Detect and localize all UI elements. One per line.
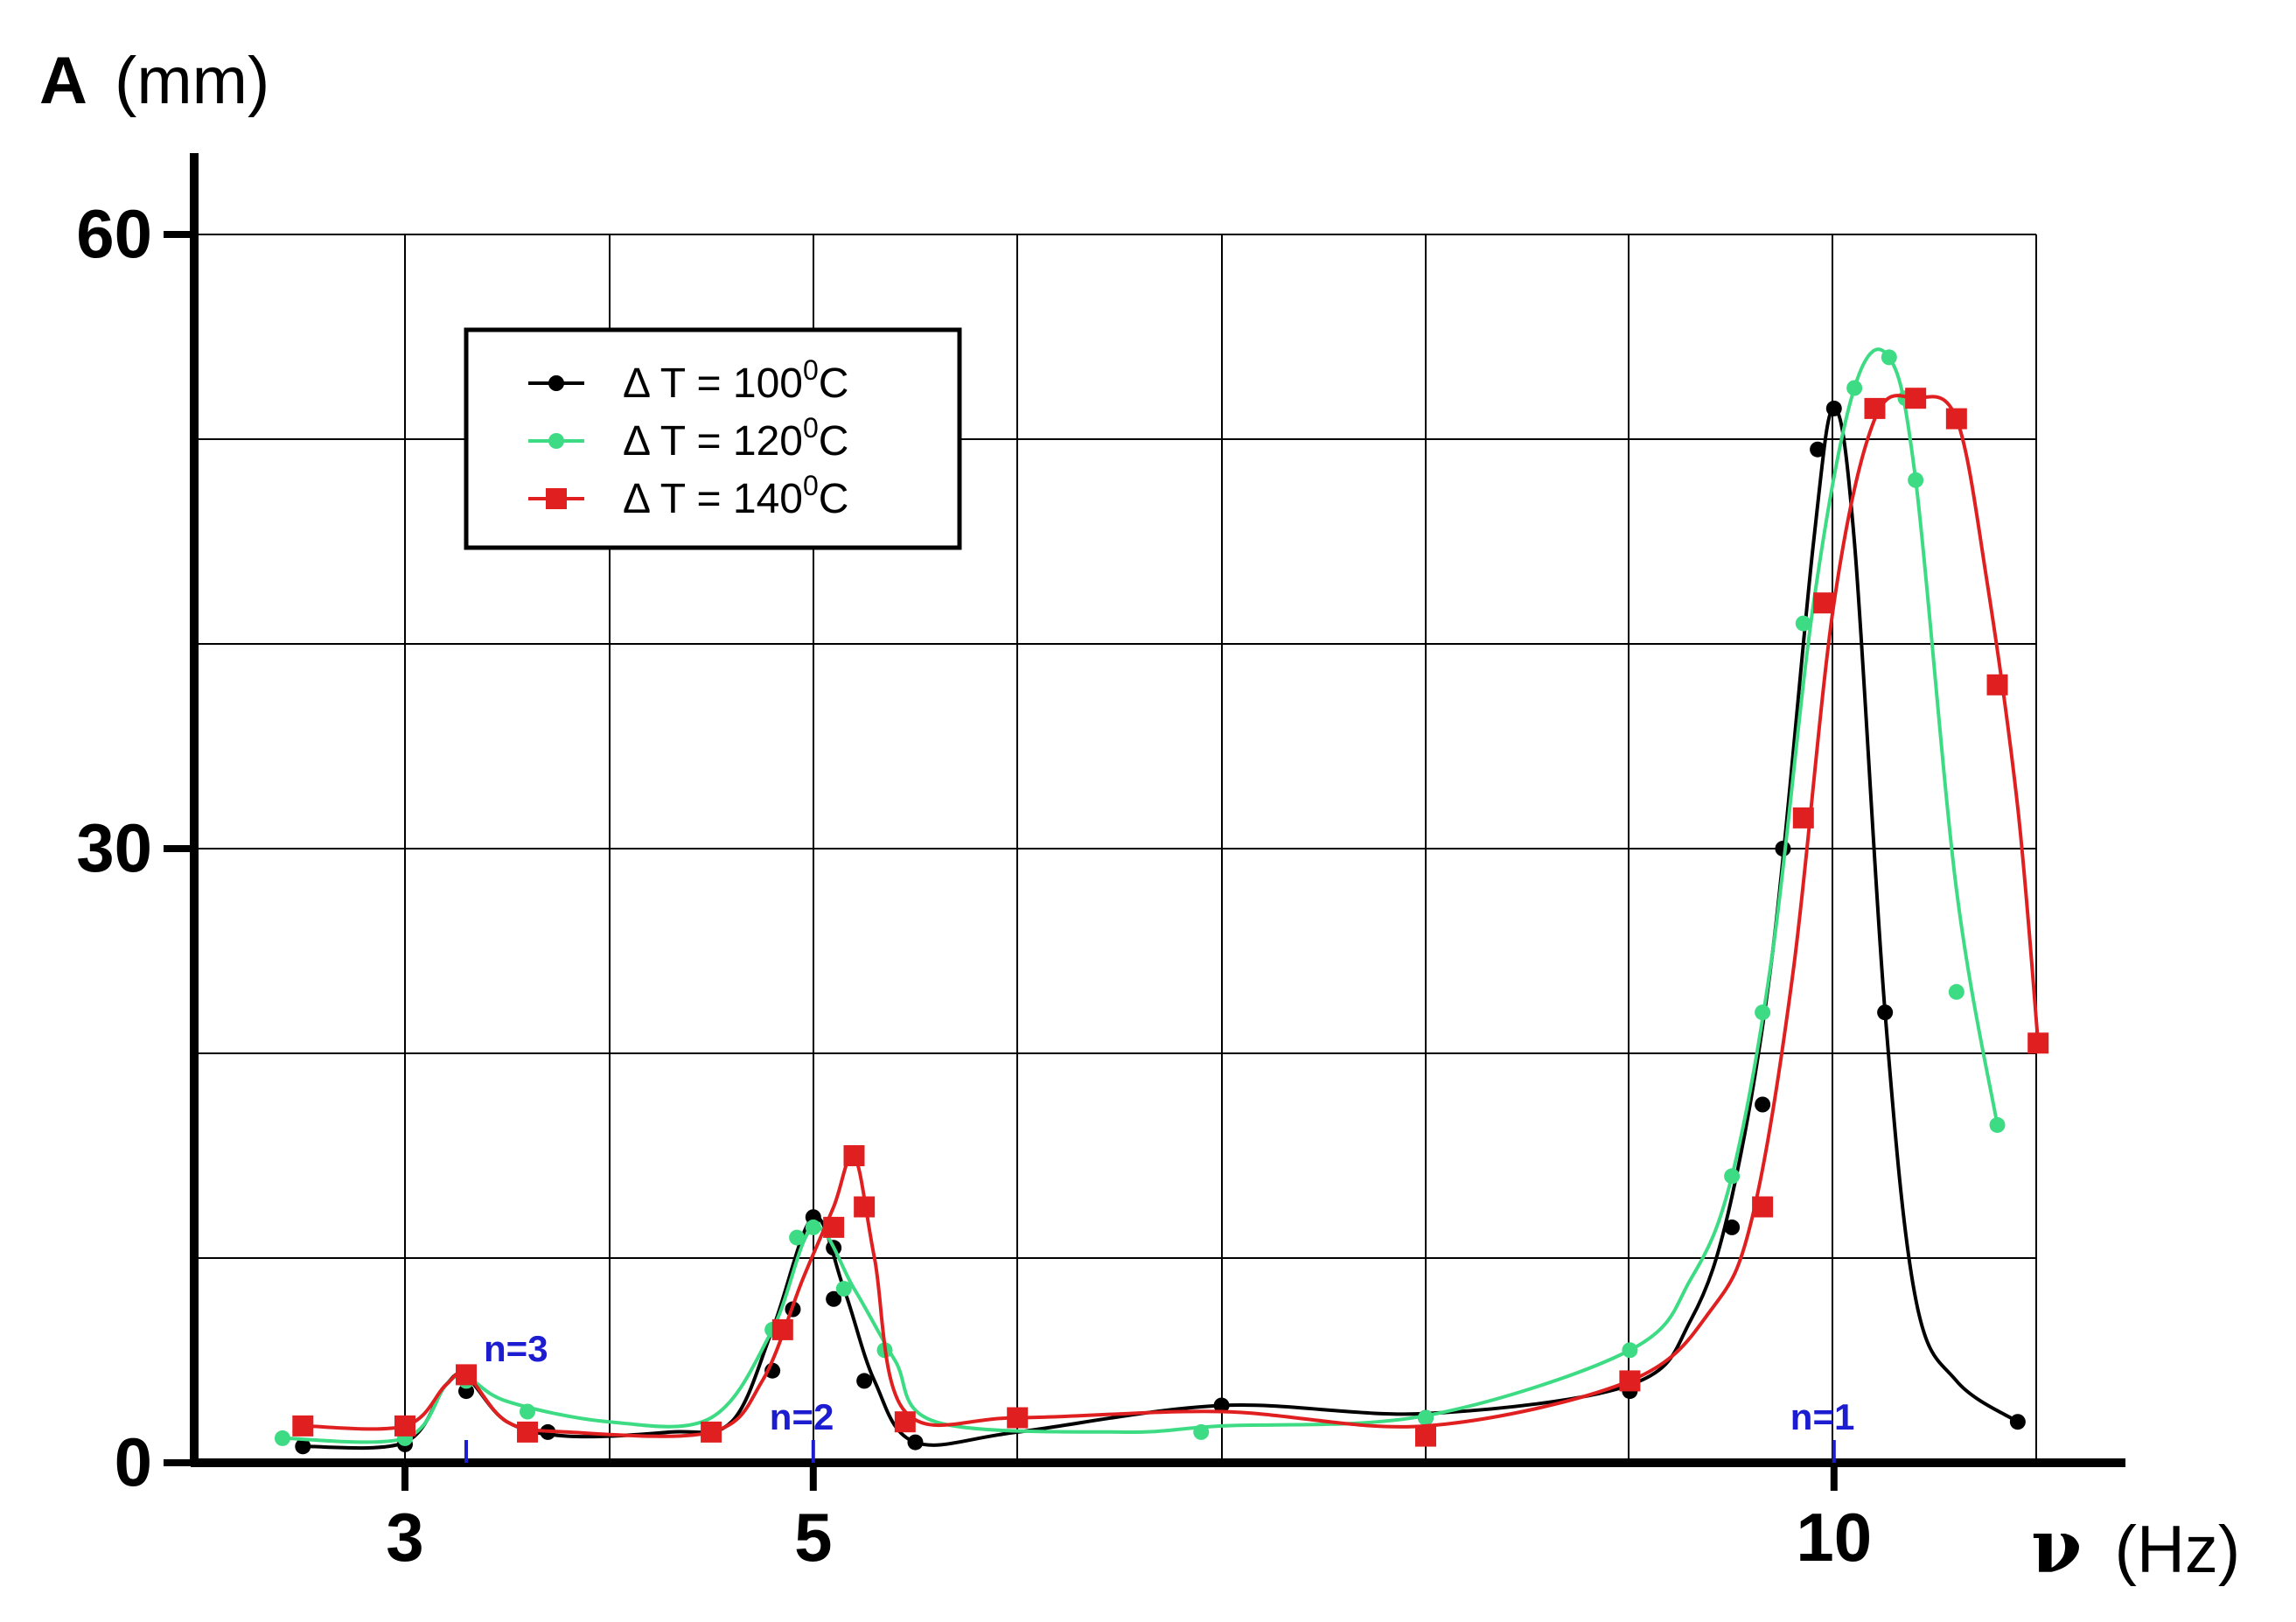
y-axis-symbol: A <box>39 44 87 118</box>
x-tick-label: 3 <box>386 1499 423 1576</box>
y-axis-title: A (mm) <box>39 44 269 118</box>
data-point <box>1415 1425 1436 1447</box>
legend-marker <box>548 375 564 391</box>
legend-label: Δ T = 1400C <box>623 470 848 522</box>
data-point <box>1905 388 1927 409</box>
data-point <box>856 1373 873 1389</box>
x-axis-symbol: ν <box>2031 1503 2082 1590</box>
data-point <box>1825 400 1842 416</box>
data-point <box>1908 472 1924 488</box>
data-point <box>789 1229 806 1246</box>
legend-label: Δ T = 1200C <box>623 412 848 465</box>
data-point <box>274 1430 290 1446</box>
data-point <box>517 1421 539 1443</box>
legend-marker <box>548 433 564 449</box>
data-point <box>2009 1414 2026 1430</box>
y-tick-label: 0 <box>115 1423 152 1500</box>
legend-box <box>464 327 962 550</box>
series-line <box>303 406 2020 1451</box>
data-point <box>1755 1004 1771 1021</box>
data-point <box>1846 380 1863 396</box>
data-point <box>907 1434 924 1451</box>
data-point <box>1724 1168 1741 1185</box>
legend-label: Δ T = 1000C <box>623 354 848 407</box>
grid <box>194 234 2037 1464</box>
data-point <box>1877 1004 1894 1021</box>
data-point <box>1864 397 1886 419</box>
y-tick-label: 30 <box>76 809 152 886</box>
legend-marker <box>546 488 567 509</box>
data-point <box>843 1145 865 1166</box>
x-tick-label: 5 <box>794 1499 832 1576</box>
y-axis-unit: (mm) <box>115 44 269 118</box>
x-axis-unit: (Hz) <box>2115 1513 2241 1587</box>
data-point <box>701 1421 722 1443</box>
harmonic-label: n=2 <box>770 1396 834 1437</box>
data-point <box>771 1318 793 1340</box>
data-point <box>1810 441 1826 458</box>
x-axis-title: ν (Hz) <box>2031 1503 2240 1590</box>
data-point <box>823 1216 845 1238</box>
data-point <box>2027 1032 2049 1054</box>
data-point <box>295 1438 311 1455</box>
data-point <box>1795 615 1811 632</box>
data-point <box>1989 1116 2006 1133</box>
data-point <box>1418 1409 1434 1426</box>
data-point <box>805 1219 821 1235</box>
data-point <box>1622 1342 1638 1359</box>
data-point <box>854 1196 876 1218</box>
data-point <box>1755 1096 1771 1113</box>
data-point <box>456 1364 478 1386</box>
data-point <box>1792 807 1814 828</box>
data-point <box>1752 1196 1774 1218</box>
data-point <box>826 1290 842 1307</box>
data-point <box>1213 1397 1230 1414</box>
data-point <box>1724 1219 1741 1235</box>
harmonic-label: n=3 <box>484 1328 548 1369</box>
data-point <box>894 1411 916 1433</box>
data-point <box>1193 1423 1210 1440</box>
data-point <box>394 1415 415 1437</box>
data-point <box>1619 1370 1641 1392</box>
data-point <box>292 1415 314 1437</box>
harmonic-label: n=1 <box>1790 1396 1855 1437</box>
series-3 <box>292 388 2049 1447</box>
data-point <box>835 1281 852 1297</box>
data-point <box>520 1403 536 1420</box>
data-series <box>274 347 2049 1455</box>
data-point <box>1986 674 2008 696</box>
y-tick-label: 60 <box>76 195 152 272</box>
data-point <box>1007 1407 1029 1429</box>
data-point <box>1945 408 1967 430</box>
series-1 <box>295 400 2026 1455</box>
data-point <box>1881 349 1897 366</box>
x-tick-label: 10 <box>1796 1499 1872 1576</box>
data-point <box>1948 983 1965 1000</box>
data-point <box>1813 592 1835 614</box>
harmonic-annotations: n=3 n=2 n=1 <box>464 1328 1855 1463</box>
